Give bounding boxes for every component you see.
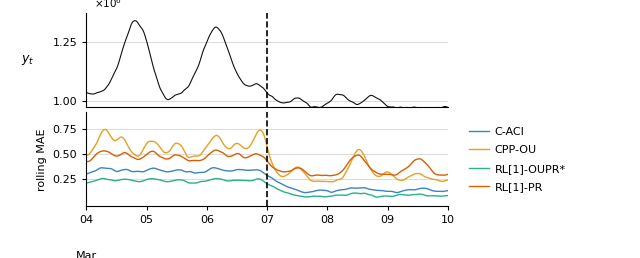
CPP-OU (390, 175, 397, 178)
RL[1]-OUPR* (299, 195, 307, 198)
RL[1]-OUPR* (298, 195, 305, 198)
CPP-OU (100, 128, 108, 131)
CPP-OU (83, 154, 90, 157)
C-ACI (83, 172, 90, 175)
CPP-OU (84, 154, 92, 157)
Text: Mar
2020: Mar 2020 (72, 251, 100, 258)
RL[1]-PR (298, 167, 305, 171)
RL[1]-OUPR* (84, 181, 92, 184)
Legend: C-ACI, CPP-OU, RL[1]-OUPR*, RL[1]-PR: C-ACI, CPP-OU, RL[1]-OUPR*, RL[1]-PR (465, 123, 570, 196)
C-ACI (209, 166, 217, 169)
CPP-OU (328, 180, 336, 183)
RL[1]-OUPR* (413, 193, 420, 196)
RL[1]-PR (83, 160, 90, 163)
RL[1]-OUPR* (99, 177, 107, 180)
RL[1]-OUPR* (373, 196, 381, 199)
C-ACI (390, 190, 397, 193)
RL[1]-PR (308, 174, 316, 178)
C-ACI (307, 190, 314, 194)
RL[1]-PR (305, 173, 313, 176)
RL[1]-PR (413, 158, 420, 161)
CPP-OU (305, 177, 313, 180)
RL[1]-OUPR* (83, 181, 90, 184)
Text: $\times 10^6$: $\times 10^6$ (93, 0, 122, 10)
C-ACI (298, 190, 305, 194)
CPP-OU (413, 172, 420, 175)
Line: CPP-OU: CPP-OU (86, 130, 448, 182)
C-ACI (299, 191, 307, 194)
RL[1]-PR (212, 149, 220, 152)
RL[1]-PR (299, 168, 307, 171)
RL[1]-OUPR* (305, 195, 313, 198)
RL[1]-PR (444, 173, 452, 176)
CPP-OU (299, 170, 307, 173)
Y-axis label: $y_t$: $y_t$ (21, 53, 35, 67)
C-ACI (444, 189, 452, 192)
CPP-OU (444, 179, 452, 182)
Line: C-ACI: C-ACI (86, 168, 448, 193)
RL[1]-PR (84, 160, 92, 163)
RL[1]-PR (390, 173, 397, 176)
Line: RL[1]-PR: RL[1]-PR (86, 150, 448, 176)
Y-axis label: rolling MAE: rolling MAE (37, 128, 47, 191)
Line: RL[1]-OUPR*: RL[1]-OUPR* (86, 179, 448, 197)
RL[1]-OUPR* (390, 195, 397, 198)
CPP-OU (298, 168, 305, 172)
C-ACI (301, 191, 309, 194)
C-ACI (84, 172, 92, 175)
C-ACI (413, 188, 420, 191)
RL[1]-OUPR* (444, 194, 452, 197)
